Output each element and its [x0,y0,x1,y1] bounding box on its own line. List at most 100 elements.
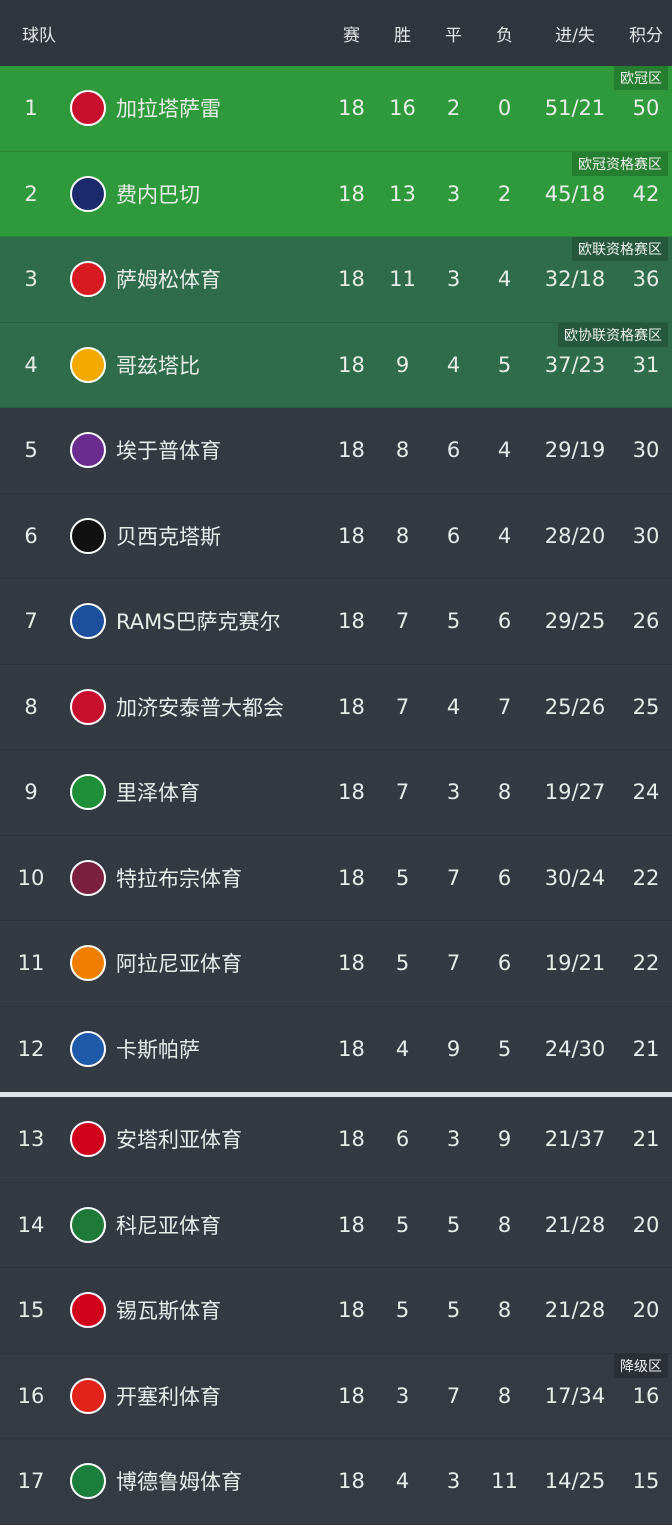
table-row[interactable]: 9 里泽体育 18 7 3 8 19/27 24 [0,750,672,836]
points: 15 [632,1469,660,1494]
lost: 8 [497,780,512,805]
points: 30 [632,438,660,463]
header-lost: 负 [496,25,513,46]
divider [0,1092,672,1097]
team-name[interactable]: 费内巴切 [116,182,200,207]
team-name[interactable]: 哥兹塔比 [116,353,200,378]
team-name[interactable]: 埃于普体育 [116,439,221,464]
header-goals: 进/失 [555,25,595,46]
team-name[interactable]: RAMS巴萨克赛尔 [116,610,281,635]
team-name[interactable]: 博德鲁姆体育 [116,1470,242,1495]
header-team: 球队 [22,25,56,46]
goals: 14/25 [544,1469,606,1494]
zone-badge: 降级区 [614,1353,668,1378]
goals: 19/27 [544,780,606,805]
rank: 13 [17,1127,45,1152]
drawn: 3 [446,1469,461,1494]
drawn: 3 [446,1127,461,1152]
team-name[interactable]: 加拉塔萨雷 [116,97,221,122]
played: 18 [338,96,365,121]
points: 20 [632,1212,660,1237]
team-name[interactable]: 加济安泰普大都会 [116,695,284,720]
lost: 4 [497,523,512,548]
lost: 2 [497,181,512,206]
drawn: 7 [446,951,461,976]
team-name[interactable]: 锡瓦斯体育 [116,1299,221,1324]
table-row[interactable]: 13 安塔利亚体育 18 6 3 9 21/37 21 [0,1097,672,1183]
table-row[interactable]: 欧联资格赛区 3 萨姆松体育 18 11 3 4 32/18 36 [0,237,672,323]
drawn: 7 [446,865,461,890]
table-row[interactable]: 6 贝西克塔斯 18 8 6 4 28/20 30 [0,493,672,579]
won: 3 [395,1383,410,1408]
team-name[interactable]: 特拉布宗体育 [116,866,242,891]
played: 18 [338,865,365,890]
table-row[interactable]: 11 阿拉尼亚体育 18 5 7 6 19/21 22 [0,921,672,1007]
team-name[interactable]: 萨姆松体育 [116,268,221,293]
played: 18 [338,1212,365,1237]
table-row[interactable]: 10 特拉布宗体育 18 5 7 6 30/24 22 [0,835,672,921]
drawn: 5 [446,1298,461,1323]
played: 18 [338,1127,365,1152]
table-row[interactable]: 欧协联资格赛区 4 哥兹塔比 18 9 4 5 37/23 31 [0,322,672,408]
drawn: 9 [446,1036,461,1061]
drawn: 6 [446,523,461,548]
points: 21 [632,1127,660,1152]
table-row[interactable]: 17 博德鲁姆体育 18 4 3 11 14/25 15 [0,1439,672,1525]
goals: 19/21 [544,951,606,976]
goals: 45/18 [544,181,606,206]
team-logo-icon [70,1463,106,1500]
played: 18 [338,1298,365,1323]
lost: 5 [497,352,512,377]
won: 7 [395,780,410,805]
table-row[interactable]: 7 RAMS巴萨克赛尔 18 7 5 6 29/25 26 [0,579,672,665]
played: 18 [338,352,365,377]
table-row[interactable]: 12 卡斯帕萨 18 4 9 5 24/30 21 [0,1006,672,1092]
goals: 21/37 [544,1127,606,1152]
rank: 16 [17,1383,45,1408]
team-name[interactable]: 贝西克塔斯 [116,524,221,549]
team-name[interactable]: 安塔利亚体育 [116,1128,242,1153]
header-points: 积分 [629,25,663,46]
team-name[interactable]: 科尼亚体育 [116,1213,221,1238]
table-row[interactable]: 降级区 16 开塞利体育 18 3 7 8 17/34 16 [0,1353,672,1439]
drawn: 6 [446,438,461,463]
team-name[interactable]: 开塞利体育 [116,1384,221,1409]
rank: 5 [24,438,38,463]
table-row[interactable]: 14 科尼亚体育 18 5 5 8 21/28 20 [0,1182,672,1268]
zone-badge: 欧冠资格赛区 [572,151,668,176]
rank: 7 [24,609,38,634]
team-logo-icon [70,1377,106,1414]
won: 7 [395,609,410,634]
played: 18 [338,1383,365,1408]
points: 24 [632,780,660,805]
points: 30 [632,523,660,548]
played: 18 [338,267,365,292]
table-row[interactable]: 15 锡瓦斯体育 18 5 5 8 21/28 20 [0,1268,672,1354]
points: 20 [632,1298,660,1323]
table-row[interactable]: 欧冠资格赛区 2 费内巴切 18 13 3 2 45/18 42 [0,151,672,237]
points: 22 [632,865,660,890]
table-row[interactable]: 5 埃于普体育 18 8 6 4 29/19 30 [0,408,672,494]
table-row[interactable]: 欧冠区 1 加拉塔萨雷 18 16 2 0 51/21 50 [0,66,672,152]
won: 5 [395,865,410,890]
played: 18 [338,694,365,719]
lost: 8 [497,1383,512,1408]
table-row[interactable]: 8 加济安泰普大都会 18 7 4 7 25/26 25 [0,664,672,750]
team-name[interactable]: 卡斯帕萨 [116,1037,200,1062]
team-logo-icon [70,346,106,383]
points: 16 [632,1383,660,1408]
team-logo-icon [70,688,106,725]
team-logo-icon [70,859,106,896]
lost: 8 [497,1298,512,1323]
team-logo-icon [70,603,106,640]
points: 36 [632,267,660,292]
won: 4 [395,1469,410,1494]
lost: 8 [497,1212,512,1237]
won: 5 [395,1298,410,1323]
team-name[interactable]: 阿拉尼亚体育 [116,952,242,977]
won: 5 [395,1212,410,1237]
team-logo-icon [70,1030,106,1067]
rank: 10 [17,865,45,890]
team-name[interactable]: 里泽体育 [116,781,200,806]
won: 11 [389,267,416,292]
